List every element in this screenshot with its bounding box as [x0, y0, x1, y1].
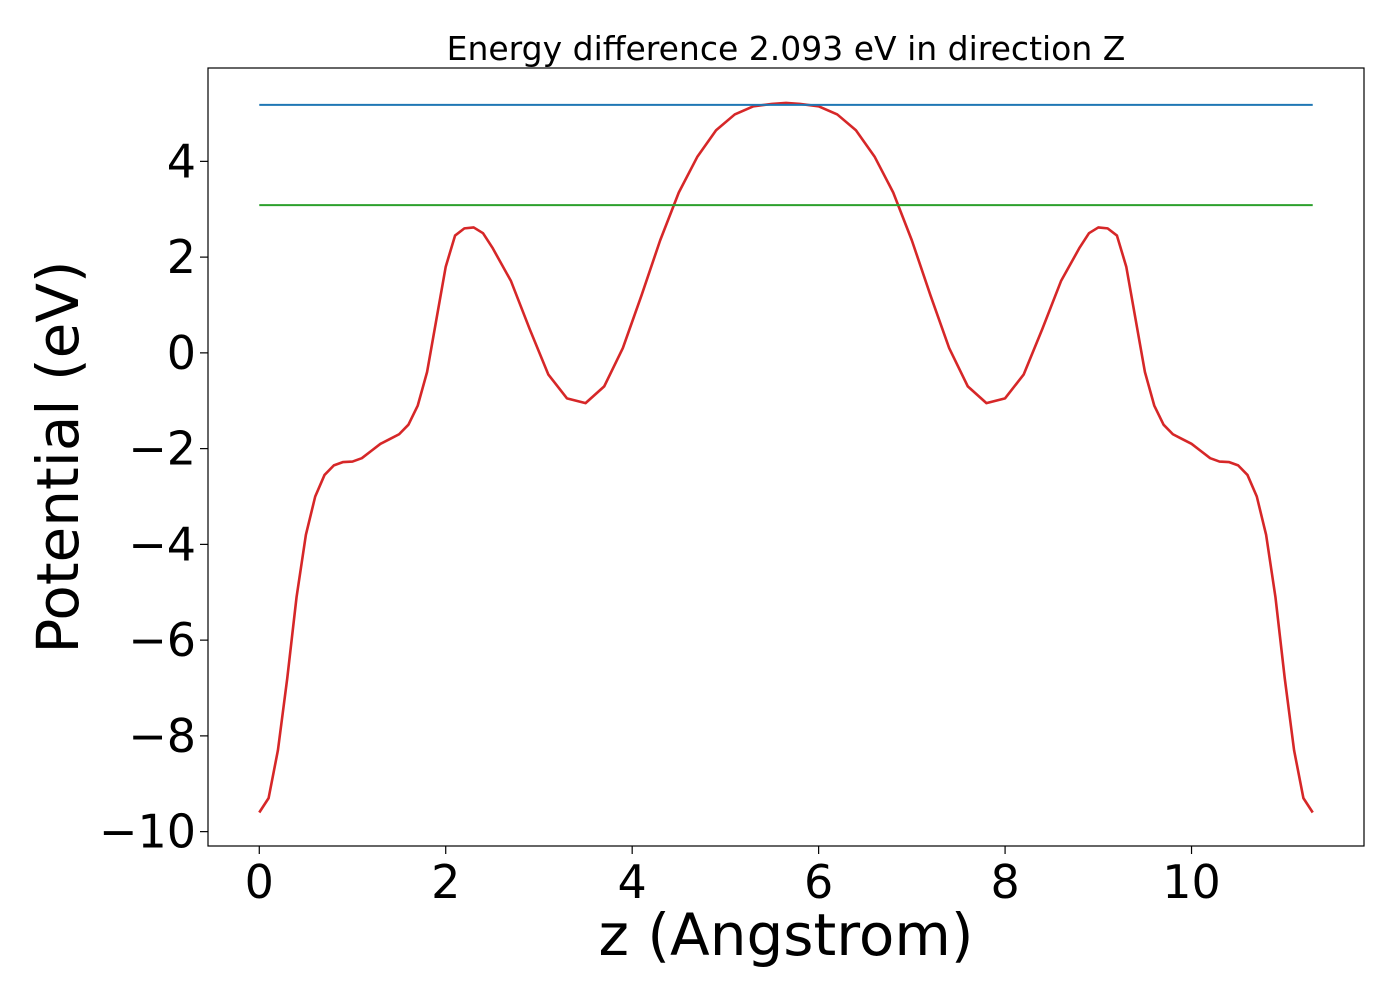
x-tick-label: 0 [245, 855, 274, 909]
x-axis-label: z (Angstrom) [599, 901, 974, 969]
y-axis-label: Potential (eV) [24, 260, 92, 653]
potential-curve [258, 101, 1314, 814]
x-tick-label: 10 [1162, 855, 1221, 909]
x-axis: 0 2 4 6 8 10 [245, 846, 1221, 909]
y-tick-label: −4 [128, 517, 196, 571]
y-axis: −10 −8 −6 −4 −2 0 2 4 [99, 134, 208, 859]
x-tick-label: 6 [804, 855, 833, 909]
y-tick-label: −10 [99, 805, 196, 859]
y-tick-label: −8 [128, 709, 196, 763]
x-tick-label: 8 [990, 855, 1019, 909]
y-tick-label: −2 [128, 422, 196, 476]
axes-frame [207, 67, 1365, 847]
y-tick-label: 0 [167, 326, 196, 380]
y-tick-label: −6 [128, 613, 196, 667]
x-tick-label: 2 [431, 855, 460, 909]
y-tick-label: 2 [167, 230, 196, 284]
plot-area [258, 101, 1314, 814]
x-tick-label: 4 [618, 855, 647, 909]
chart-title: Energy difference 2.093 eV in direction … [447, 29, 1126, 68]
y-tick-label: 4 [167, 134, 196, 188]
